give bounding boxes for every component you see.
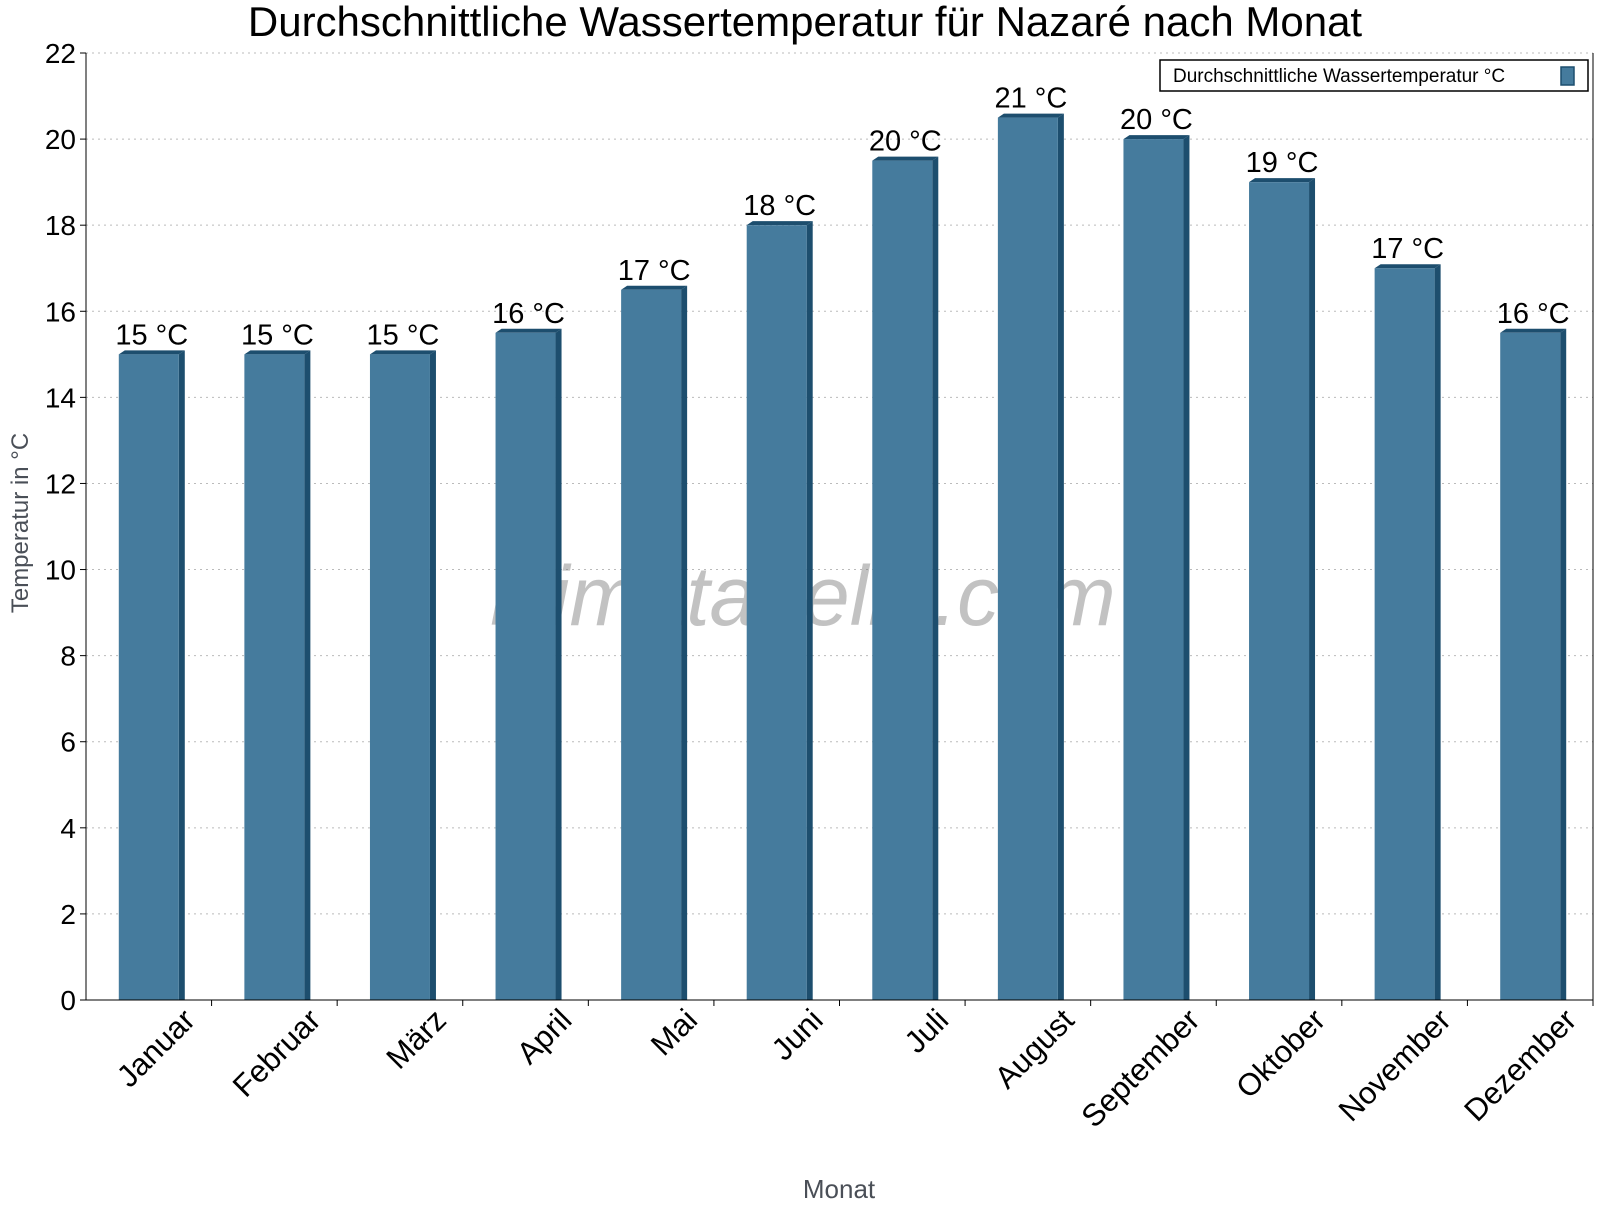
bar-side <box>304 350 311 1000</box>
gridlines <box>86 52 1593 915</box>
bar-top <box>1374 264 1441 269</box>
bar-side <box>932 156 939 1000</box>
bar-top <box>997 113 1064 118</box>
bar <box>1249 182 1310 1001</box>
data-label: 18 °C <box>743 190 816 222</box>
y-tick-label: 6 <box>60 727 76 758</box>
bar-side <box>1309 178 1316 1001</box>
y-tick-label: 4 <box>60 813 76 844</box>
x-tick-label: Februar <box>226 1002 328 1104</box>
bar-side <box>681 285 688 1000</box>
bar <box>746 225 807 1000</box>
bars: 15 °C 15 °C 15 °C 16 °C 17 °C 18 °C 20 °C 21 °C… <box>115 83 1570 1001</box>
x-tick-label: September <box>1074 1002 1206 1134</box>
data-label: 15 °C <box>115 319 188 351</box>
chart-title: Durchschnittliche Wassertemperatur für N… <box>248 0 1363 45</box>
x-tick-label: Mai <box>644 1002 704 1062</box>
bar-side <box>1057 113 1064 1001</box>
y-tick-label: 16 <box>45 296 76 327</box>
legend: Durchschnittliche Wassertemperatur °C <box>1159 59 1589 92</box>
bar-top <box>1123 135 1190 140</box>
bar <box>997 117 1058 1001</box>
y-tick-label: 0 <box>60 985 76 1016</box>
bar <box>872 160 933 1000</box>
data-label: 15 °C <box>367 319 440 351</box>
data-label: 16 °C <box>1497 298 1570 330</box>
x-tick-label: Juni <box>765 1002 830 1067</box>
data-label: 21 °C <box>994 83 1067 115</box>
data-label: 15 °C <box>241 319 314 351</box>
bar-side <box>1560 328 1567 1001</box>
y-tick-label: 12 <box>45 468 76 499</box>
bar-side <box>806 221 813 1000</box>
bar <box>118 354 179 1000</box>
data-label: 16 °C <box>492 298 565 330</box>
legend-label: Durchschnittliche Wassertemperatur °C <box>1173 66 1505 87</box>
x-tick-label: Dezember <box>1457 1002 1583 1128</box>
bar-top <box>118 350 185 355</box>
x-tick-label: Januar <box>110 1002 202 1094</box>
data-label: 19 °C <box>1246 147 1319 179</box>
data-label: 17 °C <box>618 255 691 287</box>
x-tick-label: August <box>988 1002 1081 1095</box>
bar-top <box>621 285 688 290</box>
data-label: 20 °C <box>1120 104 1193 136</box>
bar-side <box>178 350 185 1000</box>
data-label: 20 °C <box>869 126 942 158</box>
bar-top <box>244 350 311 355</box>
bar-top <box>1500 328 1567 333</box>
bar-top <box>746 221 813 226</box>
x-tick-label: November <box>1332 1002 1458 1128</box>
bar <box>1374 268 1435 1000</box>
bar <box>369 354 430 1000</box>
x-tick-label: April <box>510 1002 579 1071</box>
bar <box>244 354 305 1000</box>
x-tick-label: Juli <box>898 1002 956 1060</box>
y-tick-label: 20 <box>45 124 76 155</box>
y-tick-label: 2 <box>60 899 76 930</box>
legend-swatch <box>1560 66 1575 86</box>
bar-side <box>1434 264 1441 1000</box>
y-tick-label: 22 <box>45 38 76 69</box>
bar-side <box>555 328 562 1001</box>
bar <box>1500 332 1561 1001</box>
bar-top <box>369 350 436 355</box>
y-axis-label: Temperatur in °C <box>7 433 34 613</box>
data-label: 17 °C <box>1371 233 1444 265</box>
x-axis-label: Monat <box>803 1174 876 1200</box>
y-tick-label: 18 <box>45 210 76 241</box>
bar-top <box>495 328 562 333</box>
bar-side <box>1183 135 1190 1000</box>
legend-box <box>1159 59 1589 92</box>
bar <box>621 289 682 1000</box>
bar <box>1123 139 1184 1000</box>
x-tick-label: März <box>379 1002 452 1075</box>
y-tick-label: 14 <box>45 382 76 413</box>
bar-top <box>1249 178 1316 183</box>
bar-side <box>429 350 436 1000</box>
y-tick-label: 8 <box>60 641 76 672</box>
x-tick-label: Oktober <box>1229 1002 1332 1105</box>
bar-top <box>872 156 939 161</box>
bar <box>495 332 556 1001</box>
y-tick-label: 10 <box>45 555 76 586</box>
